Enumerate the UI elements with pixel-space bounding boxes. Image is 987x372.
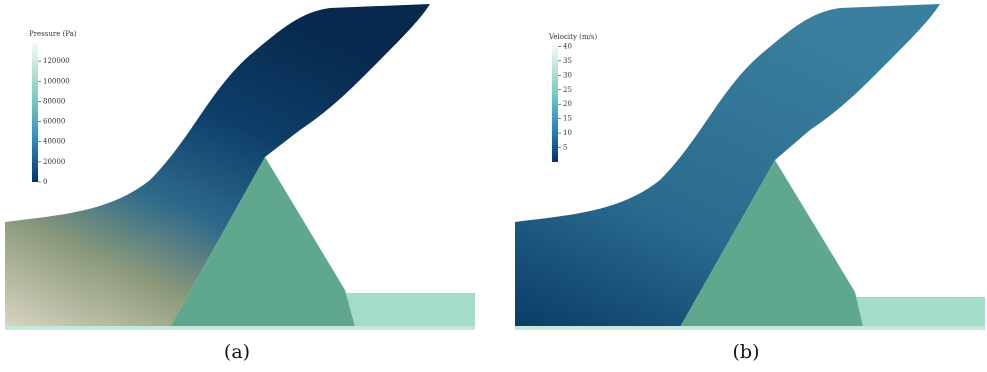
colorbar-tick-label: 0: [43, 178, 47, 186]
colorbar-title: Pressure (Pa): [29, 30, 77, 38]
colorbar-tick-label: 15: [563, 115, 572, 123]
jet: [515, 4, 940, 327]
caption: (b): [733, 341, 760, 363]
colorbar-title: Velocity (m/s): [548, 33, 597, 41]
colorbar-tick-label: 40000: [43, 138, 65, 146]
colorbar-tick-label: 30: [563, 71, 572, 79]
colorbar-tick-label: 60000: [43, 118, 65, 126]
colorbar-tick-label: 80000: [43, 97, 65, 105]
colorbar-tick-label: 35: [563, 57, 572, 65]
colorbar-tick-label: 20000: [43, 158, 65, 166]
colorbar: [32, 42, 38, 182]
floor: [5, 326, 475, 330]
colorbar: [552, 45, 558, 162]
colorbar-tick-label: 10: [563, 129, 572, 137]
colorbar-tick-label: 100000: [43, 77, 70, 85]
obstacle: [680, 160, 863, 327]
floor: [515, 326, 985, 330]
panel-a: Pressure (Pa) 0 20000 40000 60000 80000 100000…: [5, 4, 475, 330]
jet: [5, 4, 430, 327]
caption: (a): [224, 341, 250, 363]
colorbar-tick-label: 20: [563, 100, 572, 108]
obstacle: [170, 157, 355, 327]
panel-b: Velocity (m/s) 5 10 15 20 25 30 35 40: [515, 4, 985, 330]
water-base: [345, 293, 475, 329]
colorbar-tick-label: 5: [563, 144, 567, 152]
colorbar-tick-label: 25: [563, 86, 572, 94]
colorbar-tick-label: 120000: [43, 57, 70, 65]
colorbar-tick-label: 40: [563, 42, 572, 50]
water-base: [855, 297, 985, 329]
